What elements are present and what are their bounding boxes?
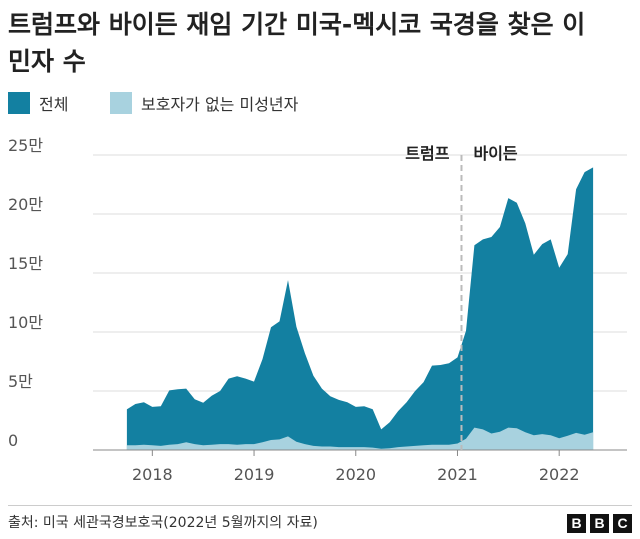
legend-swatch-minors: [110, 92, 132, 114]
chart-area: 0 5만 10만 15만 20만 25만 2018 2019 2020 2021 2022 트럼프 바이…: [8, 136, 627, 484]
x-tick-label: 2022: [539, 465, 580, 484]
bbc-logo-letter: B: [567, 514, 586, 533]
x-tick-label: 2018: [132, 465, 173, 484]
x-tick-label: 2020: [335, 465, 376, 484]
divider-label-left: 트럼프: [405, 144, 449, 163]
y-tick-label: 5만: [8, 372, 33, 391]
bbc-logo: B B C: [567, 514, 632, 533]
x-tick-label: 2019: [234, 465, 275, 484]
area-series-unaccompanied-minors: [126, 427, 594, 450]
bbc-logo-letter: C: [613, 514, 632, 533]
y-tick-label: 15만: [8, 254, 43, 273]
chart-title: 트럼프와 바이든 재임 기간 미국-멕시코 국경을 찾은 이민자 수: [8, 10, 586, 76]
x-tick-label: 2021: [437, 465, 478, 484]
y-tick-label: 25만: [8, 136, 43, 155]
y-tick-label: 10만: [8, 313, 43, 332]
y-tick-label: 0: [8, 431, 18, 450]
legend-swatch-total: [8, 92, 30, 114]
legend-label-total: 전체: [39, 95, 69, 114]
bbc-logo-letter: B: [590, 514, 609, 533]
divider-label-right: 바이든: [473, 144, 517, 163]
legend-label-minors: 보호자가 없는 미성년자: [141, 95, 299, 114]
footer-divider: [8, 505, 632, 506]
source-note: 출처: 미국 세관국경보호국(2022년 5월까지의 자료): [8, 515, 318, 531]
y-tick-label: 20만: [8, 195, 43, 214]
legend-item-minors: 보호자가 없는 미성년자: [110, 91, 298, 115]
area-series-total: [126, 167, 594, 450]
legend-item-total: 전체: [8, 91, 68, 115]
